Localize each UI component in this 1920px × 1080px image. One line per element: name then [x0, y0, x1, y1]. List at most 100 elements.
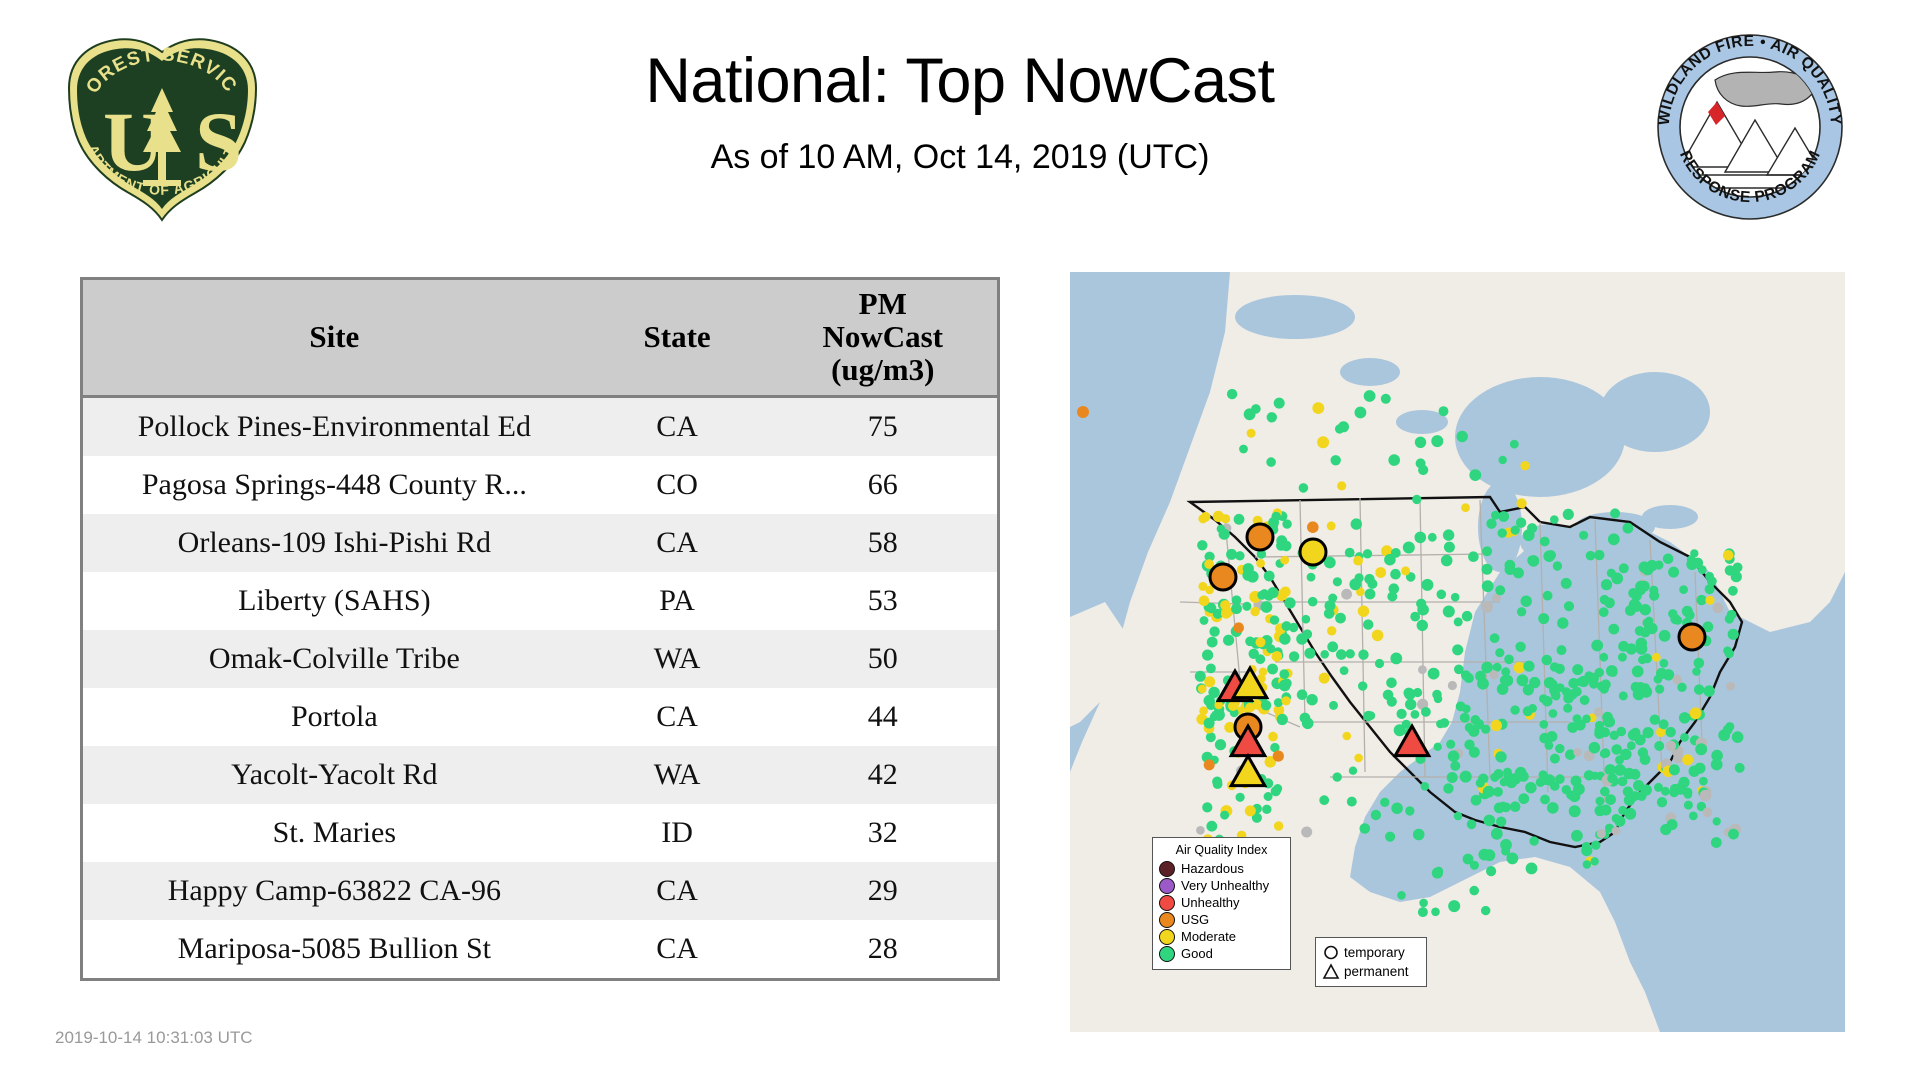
aqi-dot: [1616, 726, 1627, 737]
aqi-dot: [1644, 616, 1654, 625]
aqi-dot: [1356, 587, 1365, 597]
aqi-swatch-usg: [1159, 911, 1175, 928]
aqi-dot: [1468, 725, 1480, 737]
page-title: National: Top NowCast: [645, 46, 1275, 116]
aqi-dot: [1573, 783, 1585, 796]
aqi-dot: [1462, 853, 1474, 865]
aqi-dot: [1270, 786, 1281, 797]
top-site-marker-happy-camp[interactable]: [1230, 664, 1270, 700]
aqi-dot: [1734, 762, 1745, 773]
top-site-marker-pagosa-springs[interactable]: [1392, 722, 1432, 758]
aqi-dot: [1358, 649, 1369, 660]
top-site-marker-yacolt[interactable]: [1208, 562, 1238, 592]
aqi-dot: [1514, 766, 1527, 779]
cell-pm: 53: [768, 571, 997, 630]
aqi-dot: [1567, 689, 1578, 700]
aqi-monitor-map[interactable]: Air Quality Index Hazardous Very Unhealth…: [1070, 272, 1845, 1032]
cell-state: CA: [585, 687, 769, 746]
aqi-dot: [1263, 570, 1275, 582]
aqi-dot: [1603, 716, 1616, 728]
table-row[interactable]: Liberty (SAHS) PA 53: [83, 571, 997, 630]
aqi-dot: [1390, 652, 1403, 665]
cell-site: Orleans-109 Ishi-Pishi Rd: [83, 513, 586, 572]
aqi-dot: [1354, 753, 1363, 763]
legend-row-temporary: temporary: [1322, 943, 1420, 962]
aqi-dot: [1324, 600, 1336, 612]
table-row[interactable]: Pollock Pines-Environmental Ed CA 75: [83, 396, 997, 456]
table-row[interactable]: Yacolt-Yacolt Rd WA 42: [83, 745, 997, 804]
aqi-dot: [1330, 455, 1341, 466]
aqi-dot: [1594, 549, 1605, 561]
aqi-dot: [1692, 667, 1701, 676]
aqi-dot: [1607, 773, 1618, 784]
table-row[interactable]: Happy Camp-63822 CA-96 CA 29: [83, 861, 997, 920]
aqi-dot: [1518, 793, 1530, 805]
top-site-marker-mariposa[interactable]: [1228, 752, 1268, 788]
aqi-dot: [1541, 654, 1553, 666]
aqi-legend-row: USG: [1159, 911, 1284, 928]
aqi-dot: [1696, 594, 1707, 606]
aqi-dot: [1640, 784, 1652, 796]
column-header-pm-nowcast[interactable]: PM NowCast (ug/m3): [768, 280, 997, 398]
aqi-dot: [1483, 814, 1496, 827]
aqi-dot: [1589, 679, 1599, 689]
table-row[interactable]: Pagosa Springs-448 County R... CO 66: [83, 455, 997, 514]
top-site-marker-st-maries[interactable]: [1298, 537, 1328, 567]
aqi-dot: [1427, 532, 1437, 542]
aqi-dot: [1565, 749, 1576, 760]
aqi-dot: [1705, 595, 1715, 605]
aqi-dot: [1555, 774, 1565, 784]
aqi-dot: [1288, 622, 1299, 633]
column-header-state[interactable]: State: [585, 280, 769, 398]
cell-pm: 75: [768, 396, 997, 456]
aqi-dot: [1393, 724, 1406, 737]
aqi-dot: [1469, 469, 1482, 481]
aqi-dot: [1496, 816, 1507, 827]
wfaqrp-seal-icon: WILDLAND FIRE • AIR QUALITY RESPONSE PRO…: [1656, 33, 1844, 220]
top-site-markers: [1208, 522, 1707, 788]
aqi-dot: [1493, 787, 1503, 797]
aqi-dot: [1498, 511, 1510, 522]
aqi-dot: [1680, 733, 1689, 742]
aqi-legend: Air Quality Index Hazardous Very Unhealth…: [1152, 837, 1291, 970]
aqi-dot: [1501, 846, 1511, 856]
cell-pm: 44: [768, 687, 997, 746]
aqi-dot: [1401, 719, 1411, 729]
table-row[interactable]: St. Maries ID 32: [83, 803, 997, 862]
aqi-dot: [1226, 388, 1238, 400]
aqi-dot: [1329, 700, 1338, 710]
aqi-dot: [1220, 810, 1230, 820]
aqi-dot: [1450, 760, 1461, 771]
aqi-dot: [1656, 797, 1668, 808]
aqi-dot: [1726, 609, 1737, 620]
aqi-dot: [1478, 848, 1491, 861]
aqi-dot: [1339, 666, 1349, 675]
top-site-marker-liberty[interactable]: [1677, 622, 1707, 652]
aqi-dot: [1432, 689, 1442, 700]
aqi-dot: [1481, 905, 1491, 916]
aqi-dot: [1629, 768, 1641, 780]
aqi-dot: [1525, 782, 1537, 794]
table-row[interactable]: Orleans-109 Ishi-Pishi Rd CA 58: [83, 513, 997, 572]
table-row[interactable]: Portola CA 44: [83, 687, 997, 746]
aqi-dot: [1235, 551, 1245, 561]
aqi-dot: [1539, 732, 1550, 744]
top-nowcast-table: Site State PM NowCast (ug/m3) Pollock Pi…: [83, 280, 997, 978]
aqi-dot: [1405, 572, 1416, 582]
title-block: National: Top NowCast As of 10 AM, Oct 1…: [360, 48, 1560, 177]
aqi-dot: [1677, 682, 1687, 692]
aqi-dot: [1447, 750, 1460, 762]
cell-site: St. Maries: [83, 803, 586, 862]
aqi-dot: [1583, 750, 1595, 762]
aqi-legend-label: Hazardous: [1181, 861, 1244, 876]
column-header-site[interactable]: Site: [83, 280, 586, 398]
aqi-dot: [1639, 754, 1651, 765]
aqi-dot: [1218, 528, 1230, 540]
top-site-marker-omak[interactable]: [1245, 522, 1275, 552]
aqi-dot: [1689, 707, 1702, 720]
table-row[interactable]: Mariposa-5085 Bullion St CA 28: [83, 919, 997, 978]
cell-site: Omak-Colville Tribe: [83, 629, 586, 688]
aqi-dot: [1401, 566, 1411, 576]
table-row[interactable]: Omak-Colville Tribe WA 50: [83, 629, 997, 688]
aqi-dot: [1683, 790, 1693, 799]
